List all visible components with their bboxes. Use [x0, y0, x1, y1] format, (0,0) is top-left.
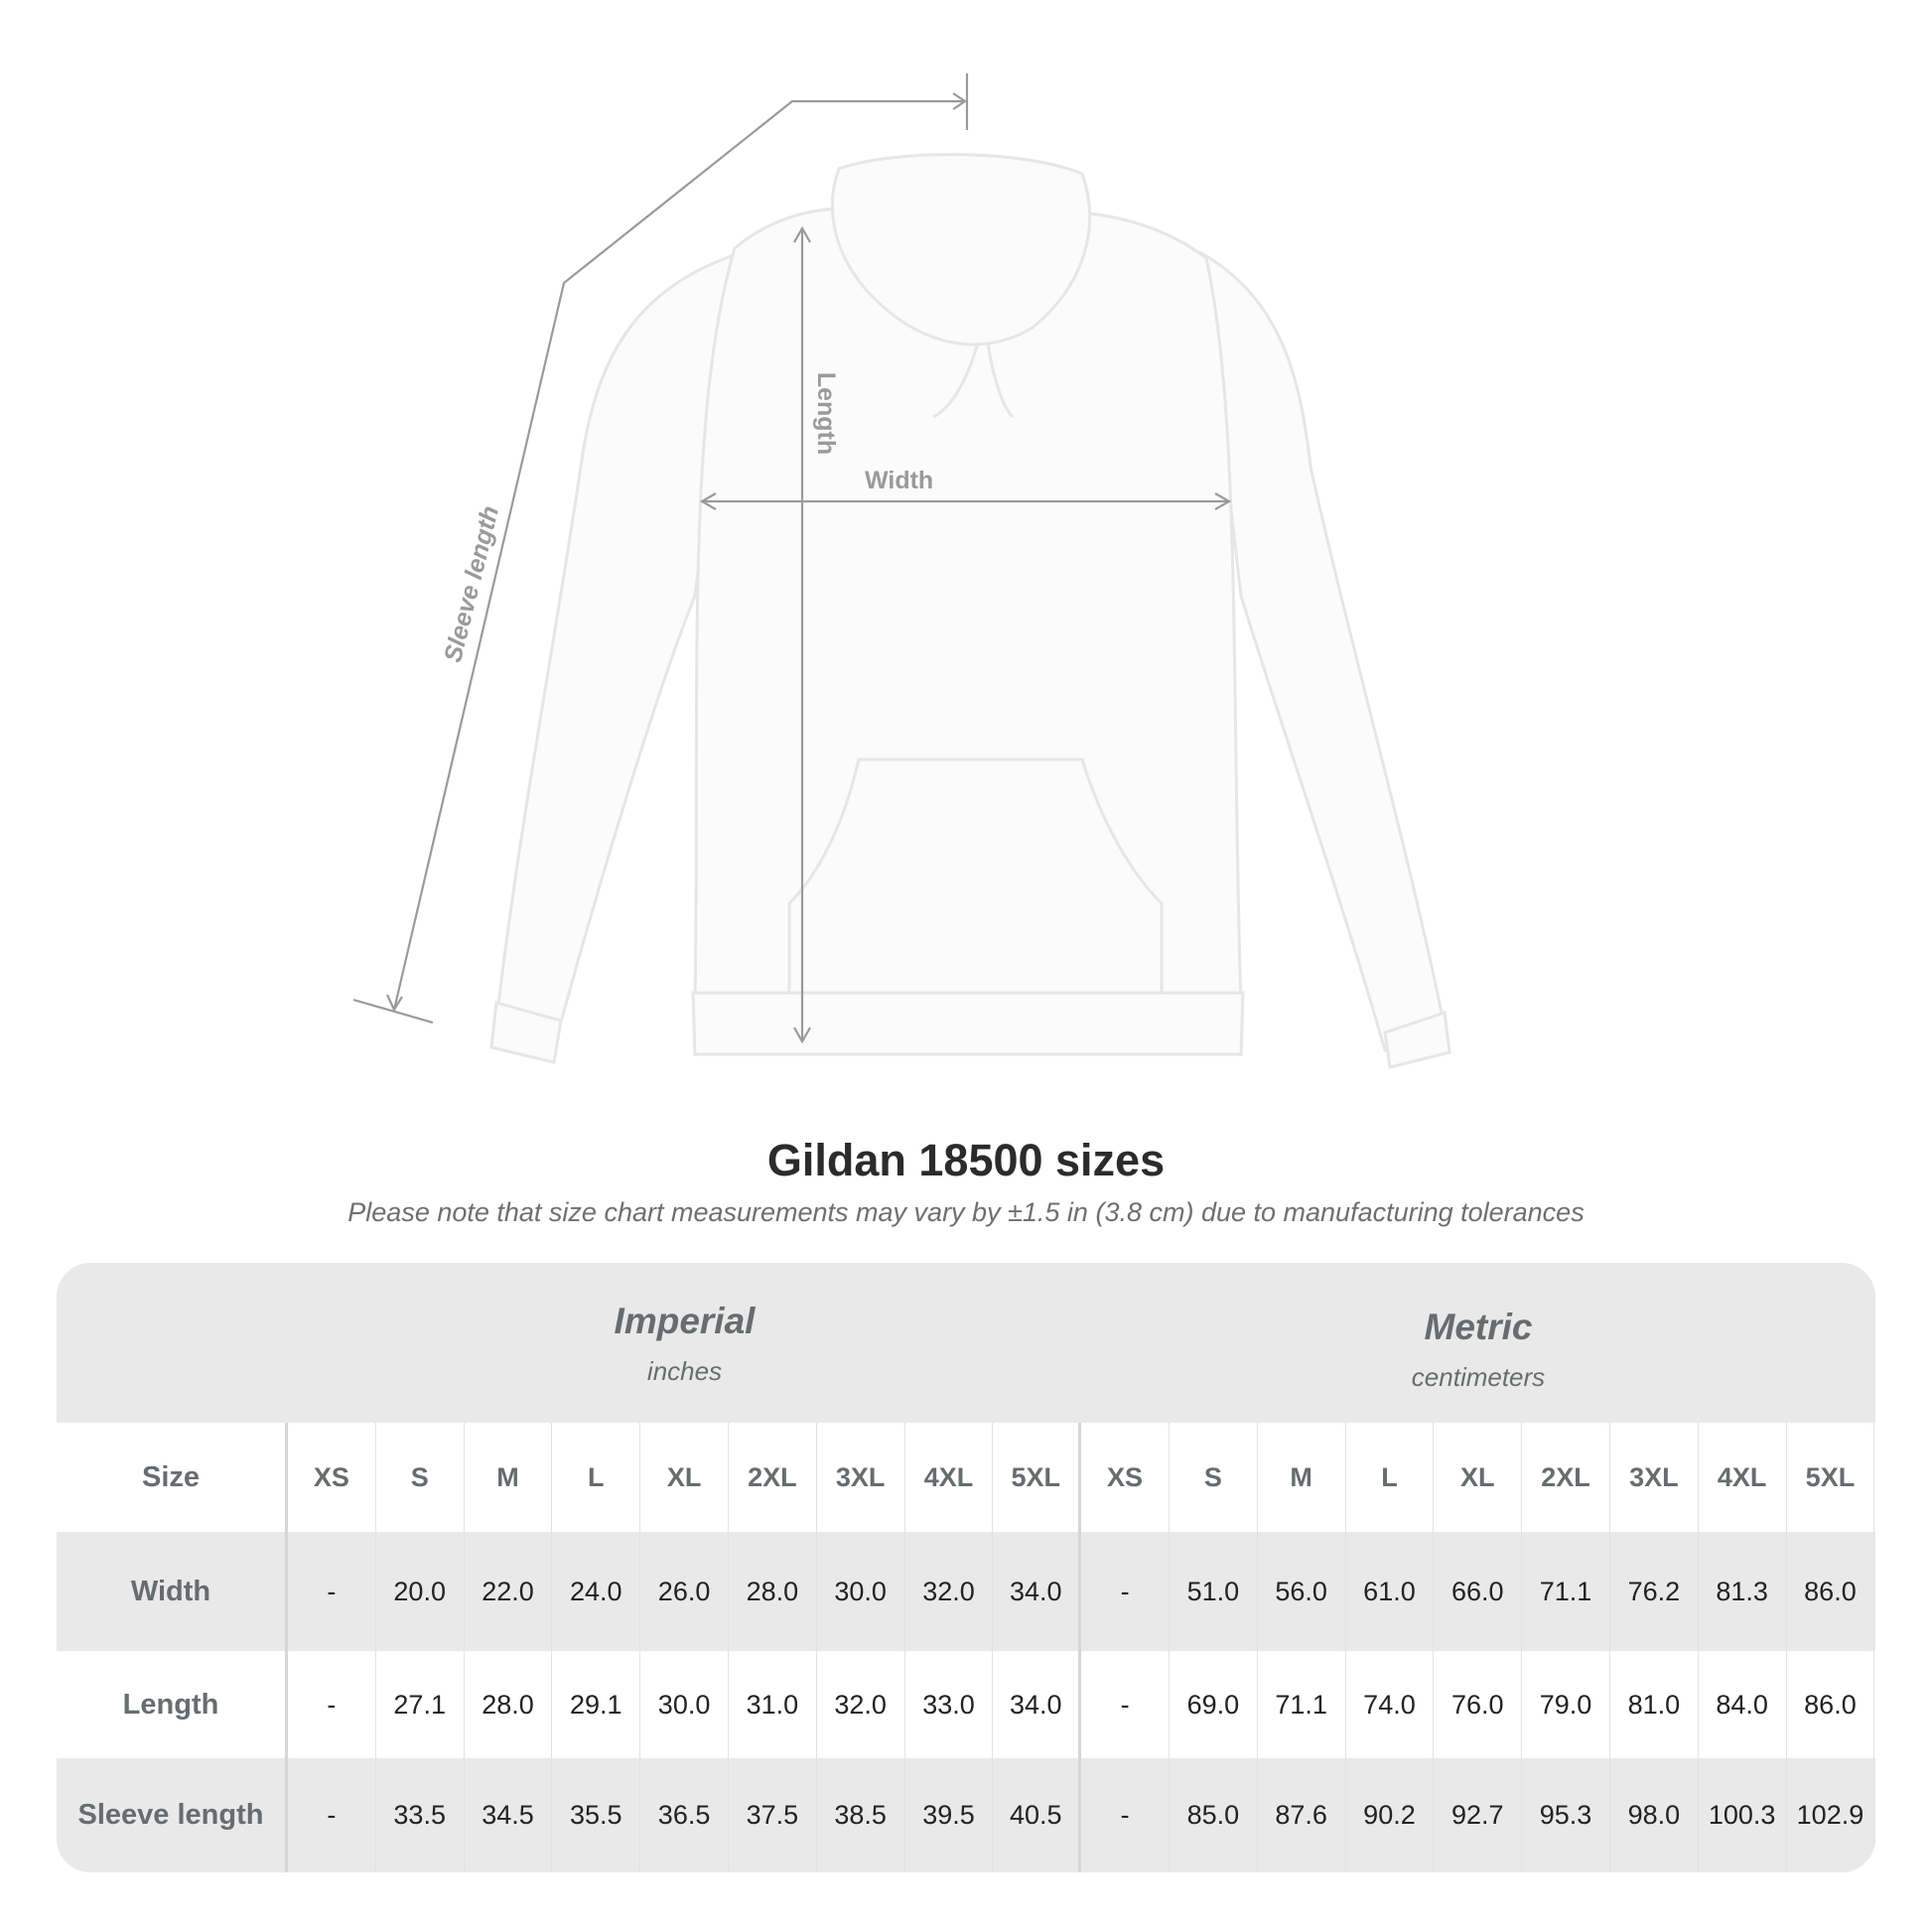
table-cell: 92.7 [1434, 1758, 1523, 1872]
table-cell: 86.0 [1787, 1651, 1875, 1758]
size-header-cell: 5XL [1787, 1423, 1875, 1532]
size-header-cell: S [376, 1423, 465, 1532]
size-label: Size [57, 1423, 288, 1532]
table-cell: 86.0 [1787, 1532, 1875, 1651]
table-row-sleeve-length: Sleeve length -33.5 34.5 35.5 36.5 37.5 38.5 39… [57, 1758, 1875, 1872]
table-cell: 84.0 [1699, 1651, 1787, 1758]
size-header-cell: XL [1434, 1423, 1523, 1532]
hoodie-icon [489, 153, 1451, 1069]
size-header-cell: 3XL [817, 1423, 905, 1532]
imperial-unit: inches [646, 1356, 723, 1386]
metric-title: Metric [1424, 1307, 1533, 1347]
table-cell: 76.2 [1610, 1532, 1699, 1651]
table-cell: 40.5 [993, 1758, 1082, 1872]
table-cell: 33.0 [905, 1651, 994, 1758]
table-cell: 81.0 [1610, 1651, 1699, 1758]
table-cell: 38.5 [817, 1758, 905, 1872]
table-cell: 29.1 [552, 1651, 641, 1758]
table-cell: 87.6 [1258, 1758, 1346, 1872]
table-cell: 28.0 [729, 1532, 817, 1651]
table-cell: 79.0 [1522, 1651, 1610, 1758]
size-header-cell: L [1346, 1423, 1435, 1532]
size-header-cell: 5XL [993, 1423, 1082, 1532]
table-cell: 56.0 [1258, 1532, 1346, 1651]
table-cell: 69.0 [1170, 1651, 1258, 1758]
measurement-guides [352, 73, 1232, 1044]
table-row-length: Length -27.1 28.0 29.1 30.0 31.0 32.0 33.0 34.0-… [57, 1651, 1875, 1758]
imperial-title: Imperial [614, 1301, 756, 1341]
table-cell: 95.3 [1522, 1758, 1610, 1872]
table-cell: 31.0 [729, 1651, 817, 1758]
table-cell: 30.0 [817, 1532, 905, 1651]
table-cell: 98.0 [1610, 1758, 1699, 1872]
chart-title: Gildan 18500 sizes [766, 1135, 1166, 1185]
table-cell: - [1081, 1651, 1170, 1758]
imperial-header: Imperial inches [288, 1301, 1081, 1387]
size-header-cell: XS [288, 1423, 376, 1532]
table-cell: 27.1 [376, 1651, 465, 1758]
table-cell: 71.1 [1258, 1651, 1346, 1758]
table-cell: 66.0 [1434, 1532, 1523, 1651]
table-cell: 28.0 [465, 1651, 553, 1758]
table-cell: 76.0 [1434, 1651, 1523, 1758]
size-header-cell: 3XL [1610, 1423, 1699, 1532]
size-header-cell: XL [640, 1423, 729, 1532]
size-table: Imperial inches Metric centimeters Size … [57, 1263, 1875, 1872]
row-label: Length [57, 1651, 288, 1758]
size-header-cell: L [552, 1423, 641, 1532]
table-cell: 34.5 [465, 1758, 553, 1872]
size-header-cell: S [1170, 1423, 1258, 1532]
hoodie-illustration [352, 73, 1451, 1069]
table-cell: 81.3 [1699, 1532, 1787, 1651]
row-label: Sleeve length [57, 1758, 288, 1872]
table-cell: - [1081, 1532, 1170, 1651]
size-header-cell: XS [1081, 1423, 1170, 1532]
table-cell: 22.0 [465, 1532, 553, 1651]
table-cell: 37.5 [729, 1758, 817, 1872]
size-row: Size XS S M L XL 2XL 3XL 4XL 5XL XS S M L XL 2XL 3XL 4XL… [57, 1423, 1875, 1532]
metric-header: Metric centimeters [1081, 1307, 1875, 1393]
tolerance-note: Please note that size chart measurements… [347, 1197, 1585, 1227]
table-cell: 32.0 [817, 1651, 905, 1758]
size-header-cell: 2XL [729, 1423, 817, 1532]
width-label: Width [865, 467, 934, 494]
table-cell: 71.1 [1522, 1532, 1610, 1651]
table-cell: - [1081, 1758, 1170, 1872]
table-cell: 34.0 [993, 1532, 1082, 1651]
table-cell: 36.5 [640, 1758, 729, 1872]
table-cell: 26.0 [640, 1532, 729, 1651]
size-header-cell: 4XL [905, 1423, 994, 1532]
table-cell: 61.0 [1346, 1532, 1435, 1651]
table-cell: 33.5 [376, 1758, 465, 1872]
table-cell: 34.0 [993, 1651, 1082, 1758]
table-cell: 85.0 [1170, 1758, 1258, 1872]
size-header-cell: M [465, 1423, 553, 1532]
table-cell: 39.5 [905, 1758, 994, 1872]
sleeve-length-line [392, 99, 965, 1011]
table-cell: 74.0 [1346, 1651, 1435, 1758]
metric-unit: centimeters [1411, 1362, 1546, 1392]
table-cell: 51.0 [1170, 1532, 1258, 1651]
length-label: Length [812, 371, 841, 456]
table-cell: 100.3 [1699, 1758, 1787, 1872]
row-label: Width [57, 1532, 288, 1651]
table-cell: - [288, 1758, 376, 1872]
table-row-width: Width -20.0 22.0 24.0 26.0 28.0 30.0 32.0 34.0-5… [57, 1532, 1875, 1651]
size-header-cell: M [1258, 1423, 1346, 1532]
size-header-cell: 2XL [1522, 1423, 1610, 1532]
table-header [57, 1263, 1875, 1423]
table-cell: 32.0 [905, 1532, 994, 1651]
table-cell: 102.9 [1787, 1758, 1875, 1872]
table-cell: 90.2 [1346, 1758, 1435, 1872]
table-cell: - [288, 1651, 376, 1758]
sleeve-start-tick [352, 998, 434, 1025]
table-cell: 20.0 [376, 1532, 465, 1651]
table-cell: - [288, 1532, 376, 1651]
table-cell: 24.0 [552, 1532, 641, 1651]
table-cell: 35.5 [552, 1758, 641, 1872]
size-header-cell: 4XL [1699, 1423, 1787, 1532]
table-cell: 30.0 [640, 1651, 729, 1758]
